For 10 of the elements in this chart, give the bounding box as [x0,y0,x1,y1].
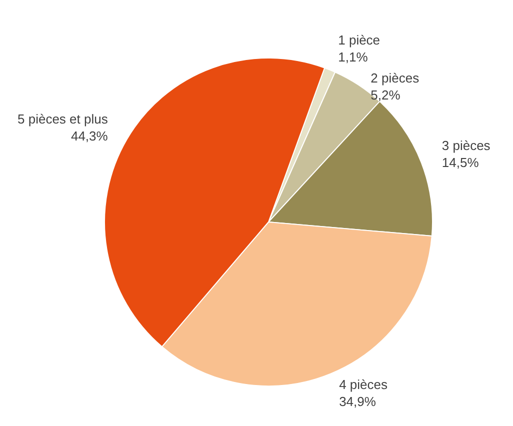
slice-label: 1 pièce [338,32,380,48]
data-label: 1,1% [338,50,368,65]
slice-label: 2 pièces [370,70,420,86]
data-label: 5,2% [370,88,401,103]
data-label: 14,5% [442,154,480,170]
data-label: 34,9% [339,394,376,410]
slice-label: 4 pièces [339,377,388,392]
data-label: 44,3% [70,128,108,144]
slice-label: 3 pièces [442,138,491,153]
slice-label: 5 pièces et plus [18,111,108,126]
